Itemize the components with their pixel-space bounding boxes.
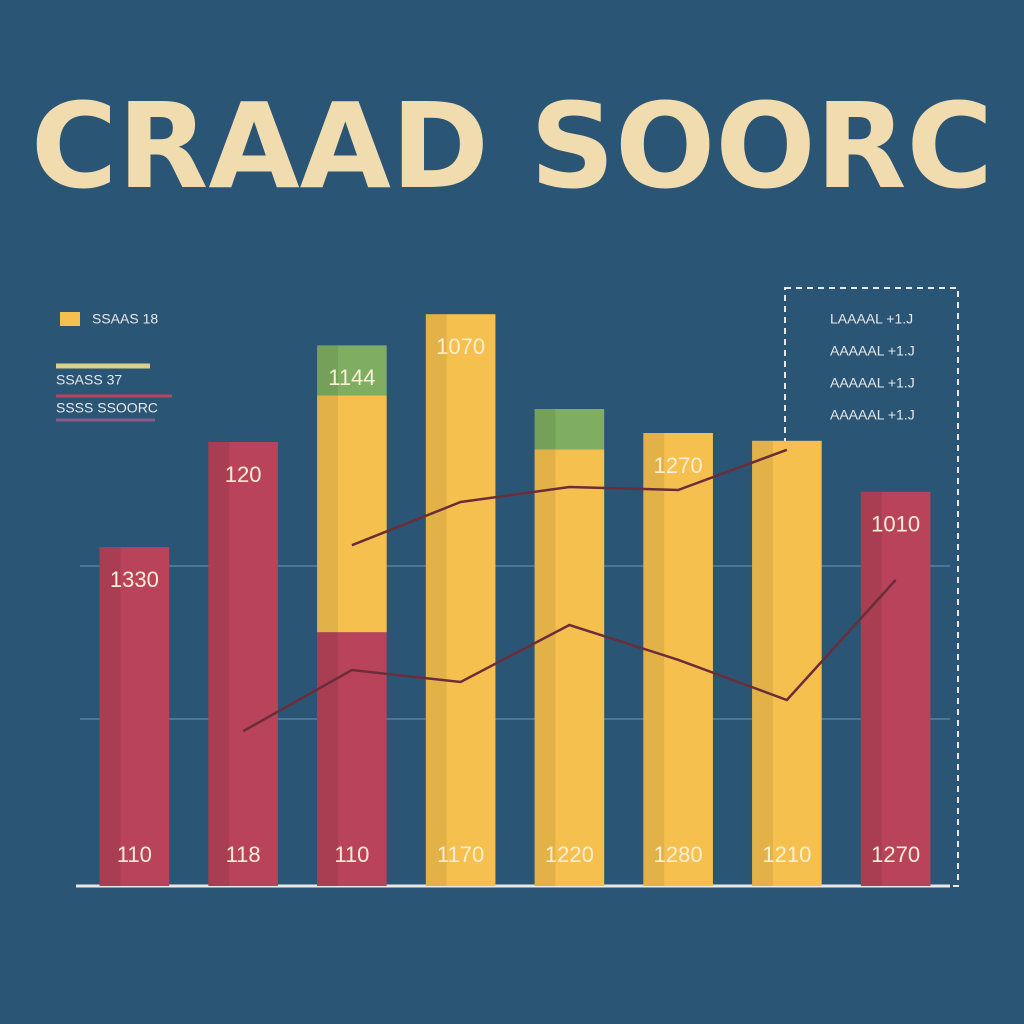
chart-title: CRAAD SOORC [31, 77, 993, 215]
legend-label: AAAAAL +1.J [830, 343, 915, 359]
bar-label: 110 [117, 842, 152, 867]
legend-label: AAAAAL +1.J [830, 375, 915, 391]
legend-label: SSASS 37 [56, 372, 122, 388]
bar-label: 1280 [654, 842, 703, 867]
legend-label: LAAAAL +1.J [830, 311, 913, 327]
bar-segment [208, 442, 278, 886]
bar-segment [425, 314, 496, 886]
bar-shade [534, 409, 556, 450]
legend-label: SSSS SSOORC [56, 400, 158, 416]
bar-segment [317, 345, 387, 396]
line [242, 579, 897, 733]
bar-label: 118 [226, 842, 261, 867]
bar-shade [99, 547, 121, 886]
bar-label: 1220 [545, 842, 594, 867]
bar-label: 1270 [871, 842, 920, 867]
bar-segment [317, 632, 387, 886]
bar-shade [317, 395, 338, 633]
bar-shade [534, 449, 556, 886]
bar-shade [643, 433, 665, 886]
bar-segment [752, 440, 822, 886]
bar-label: 1170 [437, 842, 484, 867]
bar-label: 120 [225, 462, 262, 487]
bar-shade [317, 632, 338, 886]
bar-label: 1210 [762, 842, 811, 867]
bar-label: 1010 [871, 512, 920, 537]
bar-shade [752, 440, 773, 886]
bar-shade [208, 442, 230, 886]
bar-label: 1070 [436, 334, 485, 359]
bar-segment [534, 409, 605, 450]
line [351, 448, 788, 547]
legend-label: AAAAAL +1.J [830, 407, 915, 423]
bar-segment [860, 491, 931, 886]
bar-shade [317, 345, 338, 396]
bar-shade [860, 491, 882, 886]
bar-label: 1270 [654, 453, 703, 478]
bar-label: 110 [334, 842, 369, 867]
bar-shade [425, 314, 447, 886]
legend-icon [60, 312, 80, 326]
legend-label: SSAAS 18 [92, 311, 158, 327]
bar-segment [317, 395, 387, 633]
bar-segment [534, 449, 605, 886]
bar-segment [99, 547, 170, 886]
bar-label: 1330 [110, 567, 159, 592]
bar-label: 1144 [328, 365, 375, 390]
